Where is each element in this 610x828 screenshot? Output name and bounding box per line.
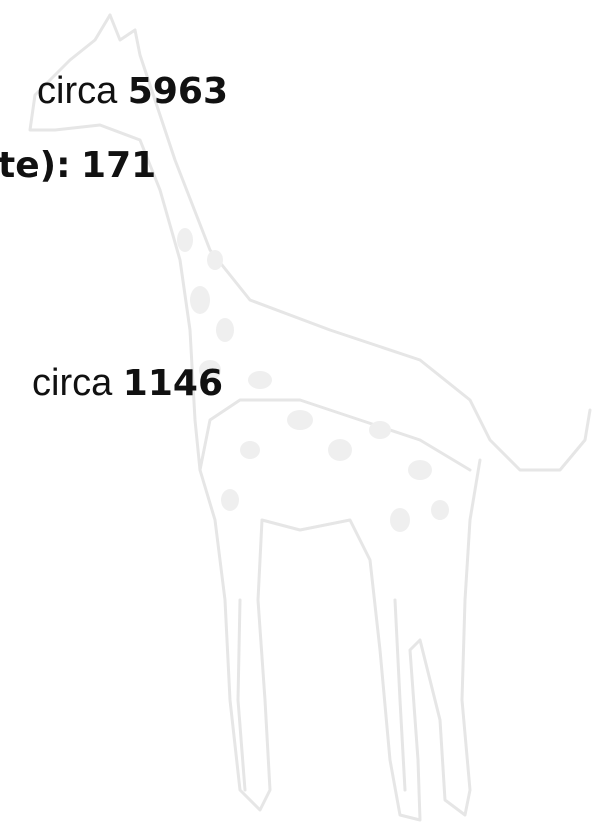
label: circa	[32, 362, 112, 404]
text-line: te): 171	[0, 146, 156, 184]
giraffe-illustration	[0, 0, 610, 828]
page: circa 5963 te): 171 circa 1146 (() => { …	[0, 0, 610, 828]
label: te):	[0, 145, 70, 186]
value: 1146	[123, 363, 223, 404]
value: 5963	[128, 71, 228, 112]
text-line: circa 1146	[32, 364, 223, 402]
label: circa	[37, 70, 117, 112]
value: 171	[81, 145, 156, 186]
text-line: circa 5963	[37, 72, 228, 110]
